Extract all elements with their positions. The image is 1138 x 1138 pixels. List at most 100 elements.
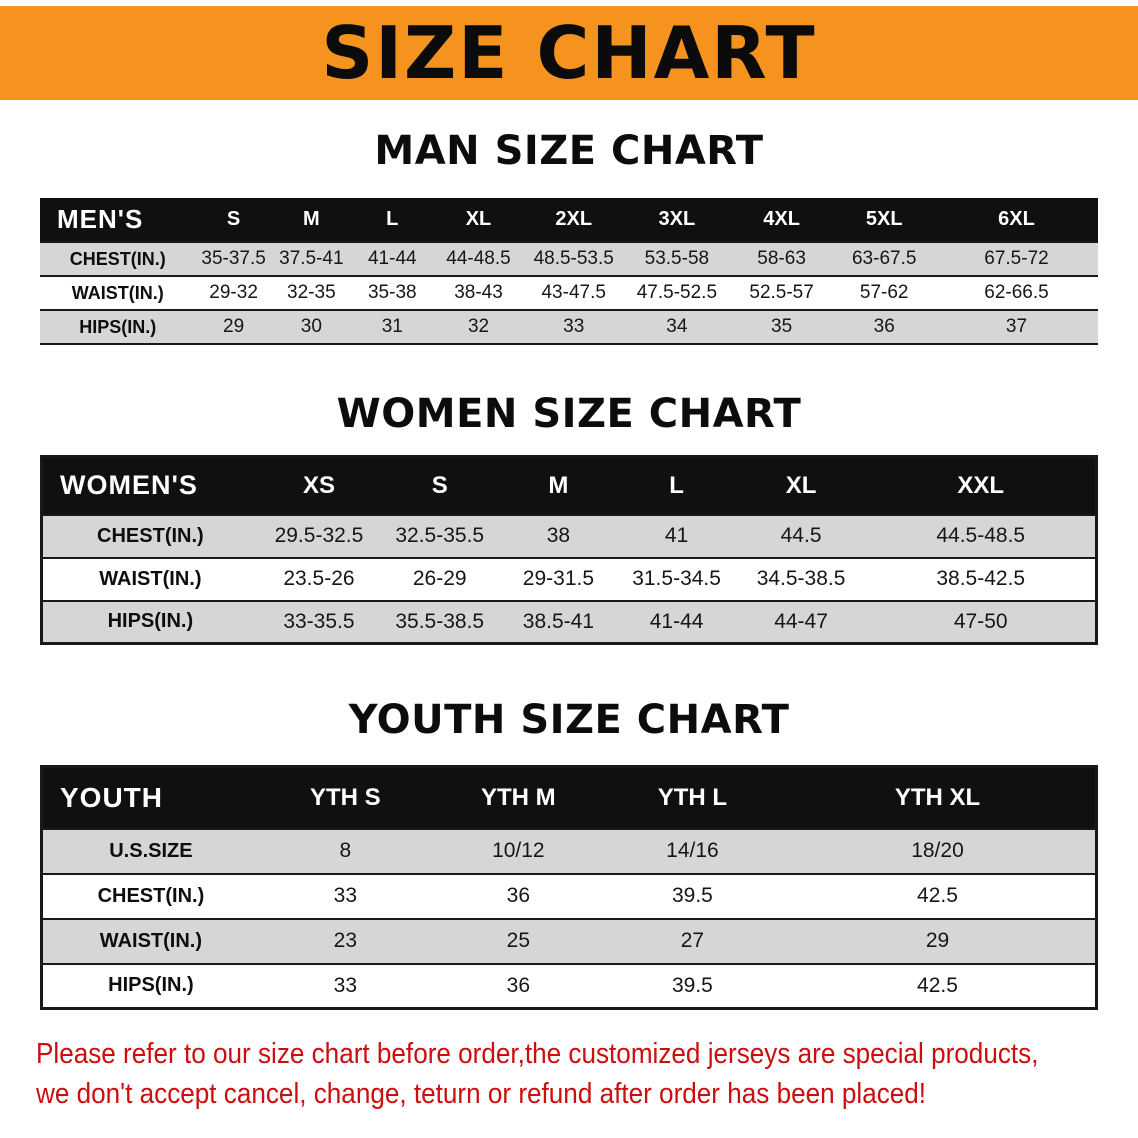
women-table-label: WOMEN'S: [41, 456, 258, 515]
size-column-header: S: [380, 456, 500, 515]
size-value-cell: 44-48.5: [433, 242, 524, 276]
size-column-header: XS: [257, 456, 381, 515]
women-chart-title: WOMEN SIZE CHART: [336, 391, 802, 437]
size-value-cell: 14/16: [604, 828, 780, 874]
size-value-cell: 29: [779, 918, 1097, 964]
disclaimer: Please refer to our size chart before or…: [0, 1034, 1138, 1114]
size-value-cell: 32-35: [271, 276, 352, 310]
size-column-header: 3XL: [623, 198, 730, 242]
size-value-cell: 57-62: [833, 276, 935, 310]
size-value-cell: 53.5-58: [623, 242, 730, 276]
table-row: HIPS(IN.) 33 36 39.5 42.5: [41, 963, 1097, 1009]
size-value-cell: 38: [499, 514, 618, 558]
size-value-cell: 26-29: [380, 557, 500, 601]
size-column-header: M: [499, 456, 618, 515]
size-value-cell: 35: [729, 310, 834, 344]
size-value-cell: 37: [935, 310, 1098, 344]
size-column-header: YTH L: [604, 766, 780, 829]
row-label: WAIST(IN.): [41, 557, 258, 601]
size-column-header: L: [351, 198, 434, 242]
size-value-cell: 35.5-38.5: [380, 600, 500, 644]
size-value-cell: 38.5-42.5: [866, 557, 1097, 601]
size-column-header: 6XL: [935, 198, 1098, 242]
women-size-chart-section: WOMEN SIZE CHART WOMEN'S XS S M L XL XXL CHEST(I…: [0, 391, 1138, 645]
row-label: CHEST(IN.): [41, 514, 258, 558]
size-value-cell: 58-63: [729, 242, 834, 276]
size-value-cell: 41-44: [617, 600, 736, 644]
size-value-cell: 43-47.5: [523, 276, 624, 310]
size-value-cell: 25: [431, 918, 605, 964]
women-size-table: WOMEN'S XS S M L XL XXL CHEST(IN.) 29.5-32.5 32.5…: [40, 455, 1098, 645]
youth-chart-title: YOUTH SIZE CHART: [348, 697, 790, 743]
size-value-cell: 38.5-41: [499, 600, 618, 644]
disclaimer-line1: Please refer to our size chart before or…: [36, 1038, 1039, 1070]
table-row: U.S.SIZE 8 10/12 14/16 18/20: [41, 828, 1097, 874]
size-value-cell: 44.5: [735, 514, 867, 558]
size-column-header: YTH S: [258, 766, 432, 829]
size-column-header: YTH XL: [779, 766, 1097, 829]
row-label: WAIST(IN.): [40, 276, 196, 310]
size-value-cell: 34: [623, 310, 730, 344]
youth-table-label: YOUTH: [41, 766, 259, 829]
size-value-cell: 33: [258, 873, 432, 919]
youth-header-row: YOUTH YTH S YTH M YTH L YTH XL: [41, 766, 1097, 829]
size-value-cell: 35-38: [351, 276, 434, 310]
size-value-cell: 29-32: [195, 276, 272, 310]
size-value-cell: 33-35.5: [257, 600, 381, 644]
table-row: CHEST(IN.) 35-37.5 37.5-41 41-44 44-48.5 48.5…: [40, 242, 1098, 276]
table-row: CHEST(IN.) 29.5-32.5 32.5-35.5 38 41 44.5 44.5…: [41, 514, 1097, 558]
page-title: SIZE CHART: [321, 11, 817, 95]
size-value-cell: 27: [604, 918, 780, 964]
row-label: CHEST(IN.): [41, 873, 259, 919]
table-row: HIPS(IN.) 29 30 31 32 33 34 35 36 37: [40, 310, 1098, 344]
size-value-cell: 39.5: [604, 873, 780, 919]
size-value-cell: 32: [433, 310, 524, 344]
men-header-row: MEN'S S M L XL 2XL 3XL 4XL 5XL 6XL: [40, 198, 1098, 242]
size-value-cell: 37.5-41: [271, 242, 352, 276]
size-value-cell: 47.5-52.5: [623, 276, 730, 310]
size-value-cell: 23.5-26: [257, 557, 381, 601]
size-value-cell: 52.5-57: [729, 276, 834, 310]
size-value-cell: 63-67.5: [833, 242, 935, 276]
table-row: WAIST(IN.) 23 25 27 29: [41, 918, 1097, 964]
size-value-cell: 41: [617, 514, 736, 558]
youth-size-chart-section: YOUTH SIZE CHART YOUTH YTH S YTH M YTH L YTH …: [0, 697, 1138, 1010]
disclaimer-line2: we don't accept cancel, change, teturn o…: [36, 1078, 927, 1110]
table-row: WAIST(IN.) 23.5-26 26-29 29-31.5 31.5-34.5 34…: [41, 557, 1097, 601]
size-column-header: 5XL: [833, 198, 935, 242]
size-value-cell: 38-43: [433, 276, 524, 310]
size-value-cell: 47-50: [866, 600, 1097, 644]
size-charts: MAN SIZE CHART MEN'S S M L XL 2XL 3XL 4XL 5XL 6XL C…: [0, 128, 1138, 1010]
table-row: CHEST(IN.) 33 36 39.5 42.5: [41, 873, 1097, 919]
size-value-cell: 48.5-53.5: [523, 242, 624, 276]
size-column-header: L: [617, 456, 736, 515]
size-value-cell: 8: [258, 828, 432, 874]
size-value-cell: 23: [258, 918, 432, 964]
size-value-cell: 44-47: [735, 600, 867, 644]
size-value-cell: 29-31.5: [499, 557, 618, 601]
size-value-cell: 33: [258, 963, 432, 1009]
size-value-cell: 29.5-32.5: [257, 514, 381, 558]
row-label: WAIST(IN.): [41, 918, 259, 964]
size-value-cell: 34.5-38.5: [735, 557, 867, 601]
size-value-cell: 44.5-48.5: [866, 514, 1097, 558]
table-row: HIPS(IN.) 33-35.5 35.5-38.5 38.5-41 41-44 44-…: [41, 600, 1097, 644]
men-size-chart-section: MAN SIZE CHART MEN'S S M L XL 2XL 3XL 4XL 5XL 6XL C…: [0, 128, 1138, 345]
row-label: HIPS(IN.): [41, 963, 259, 1009]
size-value-cell: 32.5-35.5: [380, 514, 500, 558]
size-value-cell: 36: [431, 873, 605, 919]
size-value-cell: 36: [431, 963, 605, 1009]
men-table-label: MEN'S: [40, 198, 196, 242]
banner: SIZE CHART: [0, 6, 1138, 100]
women-header-row: WOMEN'S XS S M L XL XXL: [41, 456, 1097, 515]
size-column-header: 2XL: [523, 198, 624, 242]
size-value-cell: 31: [351, 310, 434, 344]
size-value-cell: 41-44: [351, 242, 434, 276]
men-chart-title: MAN SIZE CHART: [374, 128, 764, 174]
size-value-cell: 35-37.5: [195, 242, 272, 276]
row-label: CHEST(IN.): [40, 242, 196, 276]
row-label: HIPS(IN.): [40, 310, 196, 344]
table-row: WAIST(IN.) 29-32 32-35 35-38 38-43 43-47.5 47.…: [40, 276, 1098, 310]
size-value-cell: 18/20: [779, 828, 1097, 874]
size-value-cell: 30: [271, 310, 352, 344]
